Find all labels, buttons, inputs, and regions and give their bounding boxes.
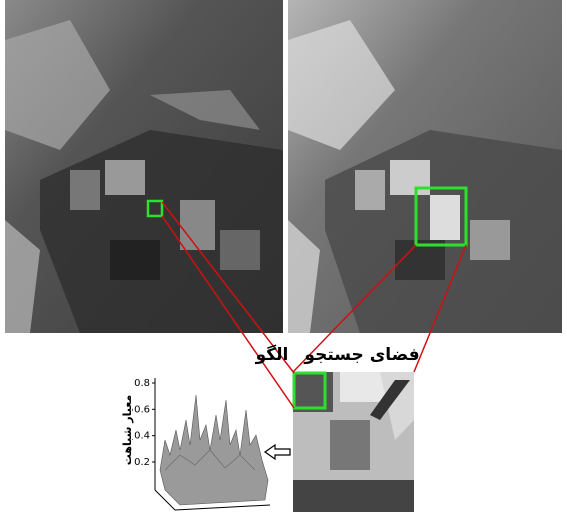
y-tick-label: 0.2	[134, 457, 150, 468]
template-label: الگو	[255, 344, 289, 365]
figure: الگو فضای جستجو معیار شباهت 0.2 0.4 0.6 0.8	[0, 0, 567, 514]
y-tick-label: 0.8	[134, 378, 150, 389]
surface-plot: معیار شباهت 0.2 0.4 0.6 0.8	[121, 378, 270, 510]
right-image	[288, 0, 562, 333]
arrow	[265, 445, 290, 459]
search-patch	[293, 372, 414, 512]
left-image	[5, 0, 283, 333]
search-label: فضای جستجو	[303, 345, 419, 365]
y-tick-label: 0.4	[134, 431, 150, 442]
y-tick-label: 0.6	[134, 404, 150, 415]
y-axis-label: معیار شباهت	[121, 395, 134, 466]
